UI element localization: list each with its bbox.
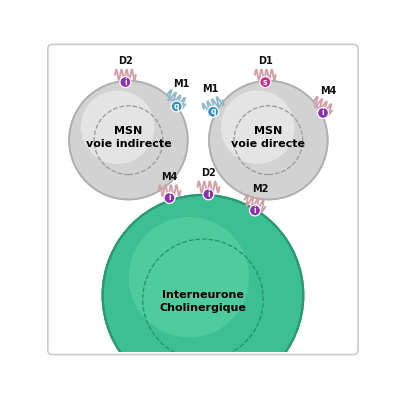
Text: M1: M1	[173, 79, 189, 89]
Circle shape	[120, 77, 131, 88]
Text: MSN
voie indirecte: MSN voie indirecte	[86, 126, 171, 149]
Circle shape	[129, 217, 249, 337]
Text: i: i	[207, 190, 210, 199]
Text: M4: M4	[161, 172, 178, 182]
Text: s: s	[263, 77, 268, 87]
Circle shape	[208, 106, 219, 117]
Circle shape	[103, 195, 303, 395]
Circle shape	[249, 205, 261, 216]
Text: M2: M2	[252, 184, 268, 194]
Text: D1: D1	[258, 56, 273, 66]
Circle shape	[260, 77, 271, 88]
Text: i: i	[124, 77, 127, 87]
Text: q: q	[210, 107, 216, 116]
Circle shape	[203, 189, 214, 200]
Text: D2: D2	[201, 169, 216, 179]
Text: i: i	[322, 109, 324, 117]
Text: Interneurone
Cholinergique: Interneurone Cholinergique	[160, 290, 246, 313]
Circle shape	[69, 81, 188, 199]
Circle shape	[318, 107, 329, 118]
Text: D2: D2	[118, 56, 133, 66]
Circle shape	[171, 101, 182, 112]
Text: M4: M4	[320, 86, 337, 96]
Text: q: q	[174, 102, 179, 111]
Circle shape	[81, 90, 154, 164]
Circle shape	[164, 192, 175, 203]
Text: i: i	[168, 194, 171, 203]
Text: i: i	[254, 206, 256, 215]
Circle shape	[209, 81, 327, 199]
Circle shape	[221, 90, 295, 164]
Text: MSN
voie directe: MSN voie directe	[231, 126, 305, 149]
Text: M1: M1	[202, 84, 218, 94]
